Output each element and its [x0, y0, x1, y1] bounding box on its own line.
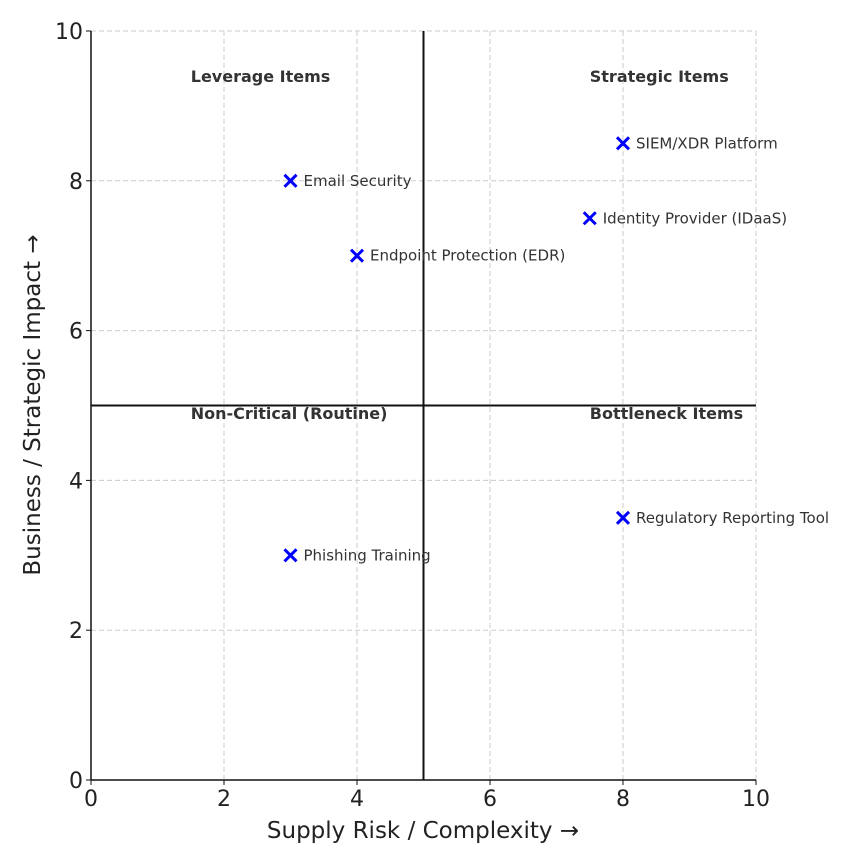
x-tick-label: 6: [483, 787, 497, 812]
y-tick-label: 6: [69, 320, 83, 345]
point-label: Identity Provider (IDaaS): [603, 209, 787, 227]
point-label: Endpoint Protection (EDR): [370, 247, 565, 265]
y-tick-label: 8: [69, 170, 83, 195]
data-point: Email Security: [283, 172, 412, 190]
quadrant-label: Bottleneck Items: [590, 404, 743, 423]
x-tick-label: 8: [616, 787, 630, 812]
axes: [90, 31, 756, 781]
ticks: 0 2 4 6 8 10 0 2 4 6 8 10: [55, 20, 770, 812]
x-marker-icon: [283, 548, 298, 563]
data-point: Endpoint Protection (EDR): [349, 247, 565, 265]
data-point: SIEM/XDR Platform: [615, 134, 778, 152]
x-marker-icon: [283, 173, 298, 188]
point-label: Email Security: [304, 172, 412, 190]
x-tick-label: 4: [350, 787, 364, 812]
data-point: Regulatory Reporting Tool: [615, 509, 829, 527]
y-tick-label: 2: [69, 619, 83, 644]
x-marker-icon: [615, 136, 631, 151]
x-marker-icon: [349, 248, 365, 263]
y-axis-label: Business / Strategic Impact →: [20, 234, 46, 575]
point-label: Regulatory Reporting Tool: [636, 509, 829, 527]
quadrant-label: Non-Critical (Routine): [191, 404, 388, 423]
x-tick-label: 0: [84, 787, 98, 812]
data-point: Phishing Training: [283, 546, 431, 564]
points: Email Security Endpoint Protection (EDR) S…: [283, 134, 829, 564]
quadrant-label: Strategic Items: [590, 67, 729, 86]
point-label: Phishing Training: [304, 546, 431, 564]
x-tick-label: 2: [217, 787, 231, 812]
x-tick-label: 10: [742, 787, 770, 812]
x-axis-label: Supply Risk / Complexity →: [267, 818, 579, 844]
quadrant-label: Leverage Items: [191, 67, 331, 86]
quadrant-dividers: [91, 31, 756, 780]
data-point: Identity Provider (IDaaS): [582, 209, 787, 227]
x-marker-icon: [615, 510, 631, 525]
point-label: SIEM/XDR Platform: [636, 134, 778, 152]
y-tick-label: 10: [55, 20, 83, 45]
quadrant-labels: Leverage Items Strategic Items Non-Critica…: [191, 67, 743, 423]
y-tick-label: 0: [69, 769, 83, 794]
y-tick-label: 4: [69, 469, 83, 494]
x-marker-icon: [582, 211, 597, 226]
